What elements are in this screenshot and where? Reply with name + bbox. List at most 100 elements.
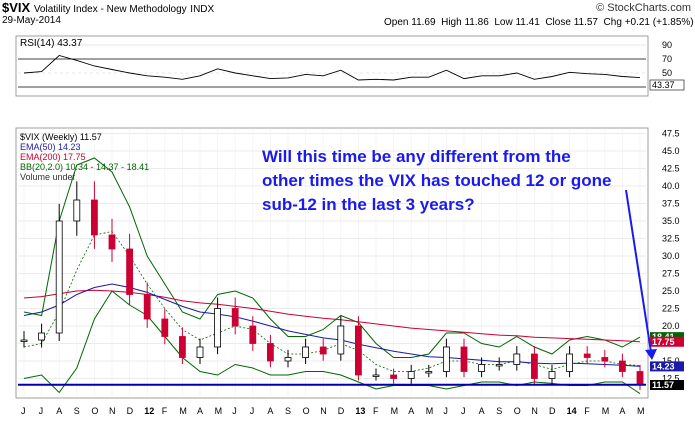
x-tick-label: A [479,406,485,416]
watermark: © StockCharts.com [596,2,691,14]
price-bar [20,339,28,342]
open-value: 11.69 [411,17,436,28]
price-bar [495,364,503,367]
x-tick-label: A [267,406,273,416]
close-value: 11.57 [573,17,598,28]
price-bar [178,336,186,358]
price-bar [636,371,644,386]
x-tick-label: O [514,406,521,416]
price-bar [372,374,380,377]
price-bar [284,357,292,362]
price-bar [214,308,222,348]
annotation-line-2: other times the VIX has touched 12 or go… [262,171,612,190]
x-tick-label: M [426,406,434,416]
x-tick-label: N [320,406,327,416]
price-bar [601,357,609,362]
price-tick-label: 30.0 [662,251,680,261]
x-tick-label: S [74,406,80,416]
annotation: Will this time be any different from the… [262,147,657,360]
price-bar [302,346,310,358]
price-bar [55,220,63,334]
bb-upper-line [23,157,641,358]
price-tick-label: 45.0 [662,146,680,156]
x-axis-labels: J J A S O N D 12 F M A M J J A S O N D 13 F M A M J J A S O N D 14 F M A M [21,406,645,416]
exchange: INDX [190,4,215,15]
value-tag-box [650,380,684,391]
price-bar [126,248,133,295]
price-bar [548,371,556,379]
legend-entry: BB(20,2.0) 10.34 - 14.37 - 18.41 [20,162,149,172]
annotation-arrow-shaft [625,189,652,353]
chart-date: 29-May-2014 [2,15,61,26]
value-tag-box [650,361,684,372]
legend-entry: EMA(200) 17.75 [20,152,86,162]
price-bar [354,325,362,376]
price-tick-label: 27.5 [662,269,680,279]
price-bar [108,234,116,250]
legend-entry: EMA(50) 14.23 [20,142,81,152]
price-bar [583,353,591,358]
price-tick-label: 12.5 [662,374,680,384]
annotation-arrow-head [645,349,657,360]
value-tag: 17.75 [652,337,675,347]
price-bar [407,371,415,379]
annotation-line-3: sub-12 in the last 3 years? [262,195,475,214]
x-tick-label: 14 [567,406,577,416]
price-bar [266,343,274,362]
x-tick-label: M [215,406,223,416]
x-tick-label: J [39,406,44,416]
price-tick-label: 42.5 [662,164,680,174]
x-tick-label: M [602,406,610,416]
price-bars [20,181,644,390]
price-tick-label: 40.0 [662,181,680,191]
price-tick-label: 35.0 [662,216,680,226]
value-tag-box [650,336,684,347]
x-tick-label: D [549,406,556,416]
bb-lower-line [23,290,641,395]
low-label: Low [494,17,513,28]
chart-title: $VIX Volatility Index - New Methodology … [2,0,214,15]
price-bar [390,374,398,379]
price-bar [161,318,169,337]
open-label: Open [384,17,409,28]
price-tick-label: 32.5 [662,234,680,244]
price-frame [15,127,649,399]
legend-entry: Volume undef [20,172,76,182]
rsi-current-tag [649,79,685,91]
price-tick-label: 15.0 [662,356,680,366]
annotation-line-1: Will this time be any different from the [262,147,571,166]
price-bar [231,308,239,327]
x-tick-label: D [127,406,134,416]
price-bar [531,353,538,379]
price-tick-label: 25.0 [662,286,680,296]
x-tick-label: D [338,406,345,416]
quote-bar: Open 11.69 High 11.86 Low 11.41 Close 11… [384,17,694,28]
price-bar [249,325,257,344]
price-tick-label: 20.0 [662,321,680,331]
price-bar [478,364,486,372]
x-tick-label: M [391,406,399,416]
price-tick-label: 47.5 [662,129,680,139]
price-bar [337,325,345,355]
price-bar [196,346,204,358]
x-tick-label: M [179,406,187,416]
price-bar [513,353,521,365]
value-tag: 11.57 [652,380,674,390]
price-bar [566,353,573,372]
x-tick-label: A [408,406,414,416]
price-bar [73,199,81,222]
x-tick-label: F [584,406,590,416]
rsi-tick-label: 90 [662,40,672,50]
x-tick-label: N [531,406,538,416]
x-tick-label: J [232,406,237,416]
x-tick-label: A [619,406,625,416]
x-tick-label: M [637,406,645,416]
x-tick-label: A [197,406,203,416]
price-bar [319,346,327,355]
rsi-tick-label: 70 [662,54,672,64]
x-tick-label: 13 [355,406,365,416]
price-bar [143,294,151,320]
x-tick-label: S [285,406,291,416]
